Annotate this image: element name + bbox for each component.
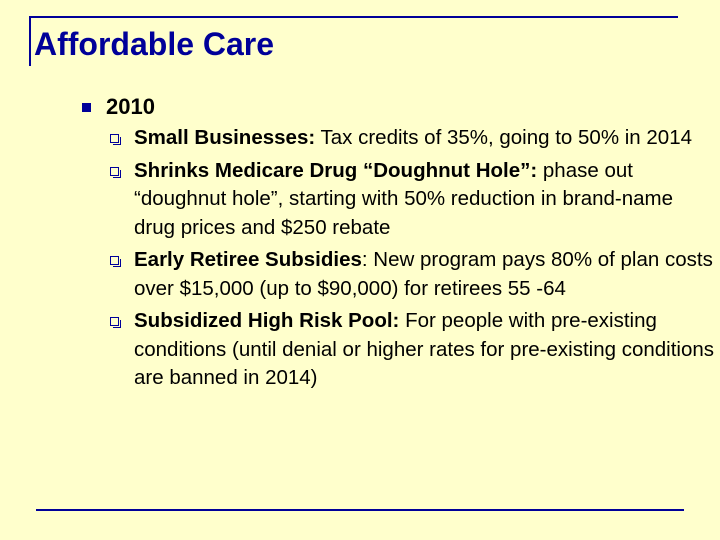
sub-bullet-item: Shrinks Medicare Drug “Doughnut Hole”: p… <box>110 157 715 243</box>
sub-bullet-body: Tax credits of 35%, going to 50% in 2014 <box>315 126 693 149</box>
sub-bullet-list: Small Businesses: Tax credits of 35%, go… <box>110 124 715 397</box>
sub-bullet-body: For people with pre-existing conditions … <box>134 309 715 389</box>
sub-bullet-body: phase out “doughnut hole”, starting with… <box>134 158 674 239</box>
slide-title: Affordable Care <box>34 26 275 62</box>
hollow-square-icon <box>110 166 121 178</box>
sub-bullet-heading: Small Businesses: <box>134 126 316 149</box>
title-side-rule <box>29 16 31 66</box>
hollow-square-icon <box>110 256 121 267</box>
hollow-square-icon <box>110 134 121 145</box>
sub-bullet-item: Subsidized High Risk Pool: For people wi… <box>110 307 715 393</box>
sub-bullet-body: : New program pays 80% of plan costs ove… <box>134 248 713 300</box>
hollow-square-icon <box>110 317 121 328</box>
bottom-rule <box>36 509 684 511</box>
title-top-rule <box>29 16 678 18</box>
sub-bullet-heading: Early Retiree Subsidies <box>134 248 362 271</box>
filled-square-icon <box>82 103 91 112</box>
sub-bullet-item: Early Retiree Subsidies: New program pay… <box>110 246 715 303</box>
sub-bullet-heading: Shrinks Medicare Drug “Doughnut Hole”: <box>134 158 538 182</box>
sub-bullet-item: Small Businesses: Tax credits of 35%, go… <box>110 124 715 153</box>
bullet-level1-text: 2010 <box>106 94 155 119</box>
sub-bullet-heading: Subsidized High Risk Pool: <box>134 309 400 332</box>
